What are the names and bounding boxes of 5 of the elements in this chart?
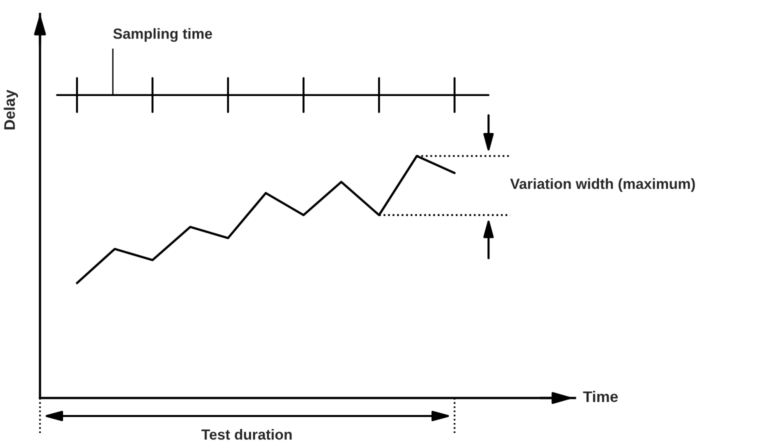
- y-axis-title: Delay: [4, 90, 18, 130]
- text: Test duration: [201, 428, 292, 440]
- text: Variation width (maximum): [510, 178, 695, 192]
- text: Sampling time: [113, 28, 212, 42]
- text: Time: [583, 390, 618, 402]
